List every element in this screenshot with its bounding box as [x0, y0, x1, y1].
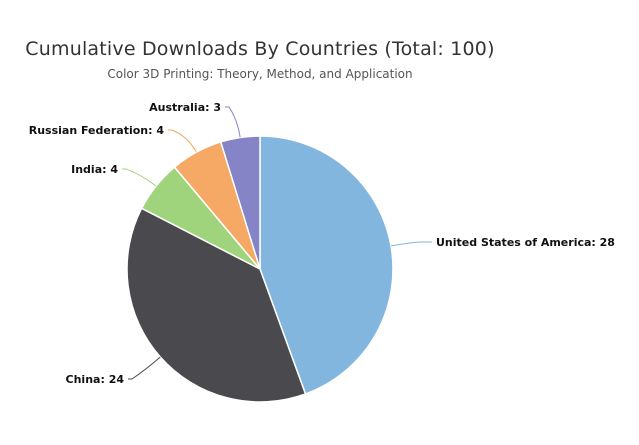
chart-title: Cumulative Downloads By Countries (Total…	[25, 38, 495, 60]
connector-russian-federation	[168, 129, 197, 153]
data-label-china: China: 24	[66, 373, 125, 386]
connector-united-states-of-america	[390, 241, 432, 247]
connector-india	[122, 168, 157, 187]
chart-subtitle: Color 3D Printing: Theory, Method, and A…	[107, 67, 413, 81]
pie-slice-united-states-of-america[interactable]	[259, 135, 394, 395]
data-label-united-states-of-america: United States of America: 28	[436, 236, 615, 249]
data-label-russian-federation: Russian Federation: 4	[29, 124, 165, 137]
connector-australia	[225, 106, 241, 138]
connector-china	[128, 356, 161, 380]
pie-slice-australia[interactable]	[219, 135, 261, 270]
data-label-australia: Australia: 3	[149, 101, 221, 114]
data-label-india: India: 4	[71, 163, 118, 176]
